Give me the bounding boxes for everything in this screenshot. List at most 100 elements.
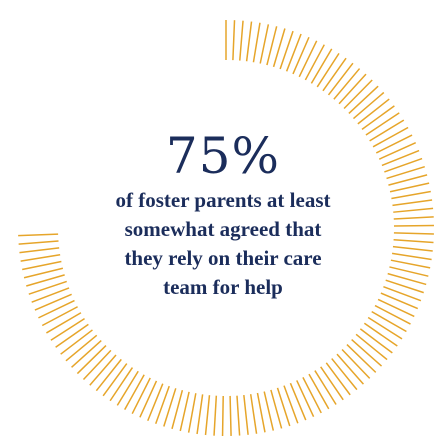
progress-tick	[283, 385, 299, 424]
progress-tick	[41, 306, 78, 327]
progress-tick	[363, 322, 398, 347]
progress-tick	[390, 259, 431, 269]
progress-tick	[18, 240, 59, 245]
progress-tick	[116, 370, 139, 406]
progress-tick	[196, 394, 204, 435]
progress-tick	[259, 24, 270, 64]
progress-tick	[378, 142, 417, 160]
progress-tick	[204, 395, 211, 436]
progress-tick	[292, 36, 310, 75]
progress-tick	[276, 387, 291, 427]
progress-tick	[393, 238, 434, 244]
caption-line-2: somewhat agreed that	[124, 217, 322, 241]
progress-tick	[22, 260, 62, 271]
progress-tick	[272, 28, 286, 68]
progress-tick	[361, 105, 395, 130]
progress-tick	[381, 149, 420, 167]
progress-tick	[89, 354, 117, 386]
progress-tick	[60, 329, 93, 355]
caption-line-4: team for help	[163, 275, 283, 299]
progress-tick	[171, 390, 184, 430]
tick-marks	[18, 20, 434, 436]
progress-tick	[124, 374, 145, 411]
progress-tick	[310, 48, 333, 84]
progress-tick	[369, 119, 405, 142]
progress-tick	[393, 232, 434, 235]
progress-tick	[302, 377, 322, 414]
progress-tick	[236, 395, 241, 436]
progress-tick	[270, 389, 283, 429]
progress-tick	[82, 349, 112, 381]
progress-tick	[109, 367, 134, 402]
progress-tick	[392, 199, 433, 207]
progress-tick	[391, 190, 431, 200]
progress-tick	[279, 30, 294, 70]
progress-tick	[95, 358, 122, 392]
progress-tick	[393, 207, 434, 213]
progress-tick	[256, 392, 266, 433]
progress-tick	[372, 126, 409, 148]
progress-tick	[65, 334, 98, 362]
progress-tick	[31, 287, 70, 303]
progress-tick	[163, 388, 177, 427]
progress-tick	[387, 272, 427, 286]
progress-tick	[316, 52, 340, 88]
progress-tick	[320, 366, 344, 401]
progress-tick	[341, 348, 371, 379]
progress-tick	[384, 157, 423, 173]
progress-tick	[76, 345, 107, 375]
progress-tick	[374, 304, 411, 325]
progress-tick	[55, 323, 89, 348]
progress-tick	[333, 68, 361, 100]
caption-line-3: they rely on their care	[124, 246, 322, 270]
progress-tick	[18, 233, 59, 237]
progress-tick	[304, 44, 325, 81]
progress-tick	[375, 134, 413, 154]
progress-tick	[348, 85, 379, 114]
progress-tick	[245, 21, 253, 62]
progress-tick	[155, 385, 170, 425]
progress-tick	[308, 373, 330, 410]
progress-tick	[392, 245, 433, 252]
progress-tick	[389, 182, 430, 193]
progress-tick	[249, 394, 258, 434]
progress-tick	[296, 380, 315, 417]
stat-caption: of foster parents at least somewhat agre…	[78, 186, 368, 302]
progress-tick	[327, 62, 354, 96]
progress-tick	[365, 112, 400, 136]
progress-tick	[359, 328, 393, 354]
progress-tick	[331, 358, 358, 391]
caption-line-1: of foster parents at least	[115, 188, 331, 212]
progress-tick	[325, 362, 351, 396]
progress-tick	[289, 382, 307, 421]
progress-tick	[386, 165, 425, 180]
progress-tick	[336, 353, 364, 385]
progress-tick	[232, 20, 236, 61]
progress-tick	[187, 393, 197, 433]
progress-tick	[263, 391, 275, 431]
progress-tick	[131, 377, 151, 414]
progress-tick	[139, 380, 158, 418]
progress-tick	[391, 252, 432, 261]
progress-tick	[252, 22, 261, 63]
progress-tick	[285, 33, 302, 72]
progress-tick	[380, 292, 419, 310]
progress-tick	[243, 394, 249, 435]
progress-tick	[377, 298, 415, 318]
stat-percentage: 75%	[165, 127, 281, 185]
progress-tick	[314, 370, 337, 405]
progress-tick	[389, 266, 429, 277]
progress-tick	[383, 285, 422, 302]
progress-tick	[351, 338, 383, 367]
progress-tick	[229, 395, 232, 436]
progress-tick	[298, 40, 318, 78]
progress-tick	[322, 57, 347, 92]
progress-tick	[338, 73, 367, 105]
progress-tick	[266, 26, 278, 66]
progress-tick	[46, 312, 82, 334]
progress-tick	[221, 395, 224, 436]
progress-tick	[213, 395, 218, 436]
progress-tick	[388, 174, 428, 186]
progress-tick	[352, 91, 385, 120]
